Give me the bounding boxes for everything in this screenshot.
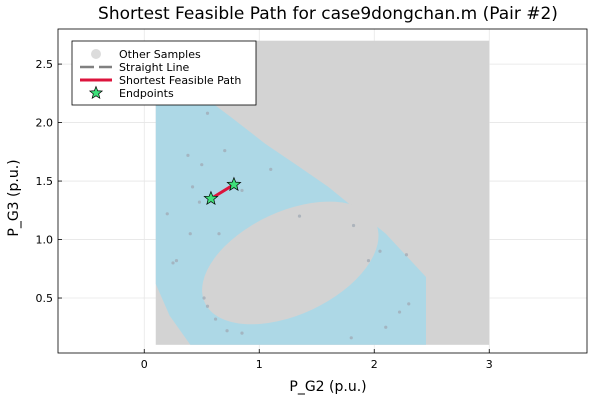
sample-point-26 <box>349 336 353 340</box>
legend-samples-marker <box>91 49 101 59</box>
sample-point-8 <box>240 188 244 193</box>
legend-box <box>71 40 257 106</box>
infeasible-ellipse <box>202 201 379 325</box>
sample-point-18 <box>240 331 244 335</box>
x-tick-label-3: 3 <box>486 358 493 371</box>
sample-point-19 <box>351 223 356 228</box>
sample-point-17 <box>225 329 229 333</box>
sample-point-22 <box>404 253 409 257</box>
y-tick-label-4: 2.5 <box>36 58 54 71</box>
endpoints-layer <box>203 176 242 206</box>
sample-point-3 <box>186 153 190 157</box>
sample-point-20 <box>366 258 371 263</box>
sample-point-9 <box>269 167 273 171</box>
endpoint-marker-1 <box>226 176 242 192</box>
legend: Other Samples Straight Line Shortest Fea… <box>71 40 257 106</box>
sample-point-7 <box>223 149 227 153</box>
plot-frame <box>57 28 588 354</box>
sample-point-4 <box>190 185 195 189</box>
x-tick-label-1: 1 <box>256 358 263 371</box>
sample-point-5 <box>200 163 204 167</box>
data-layer <box>155 40 490 345</box>
sample-point-14 <box>202 296 206 300</box>
endpoint-marker-0 <box>203 190 219 206</box>
y-tick-label-1: 1.0 <box>36 234 54 247</box>
chart-title: Shortest Feasible Path for case9dongchan… <box>98 4 558 24</box>
y-tick-label-0: 0.5 <box>36 292 54 305</box>
x-tick-label-0: 0 <box>141 358 148 371</box>
samples-layer <box>165 111 411 340</box>
sample-point-21 <box>378 249 382 253</box>
legend-samples-label: Other Samples <box>119 48 201 61</box>
sample-point-16 <box>213 317 218 321</box>
sample-point-25 <box>384 325 388 329</box>
y-tick-label-2: 1.5 <box>36 175 54 188</box>
sample-point-13 <box>174 258 179 263</box>
sample-point-6 <box>217 232 221 236</box>
sample-point-10 <box>297 214 302 218</box>
sample-point-11 <box>197 200 202 204</box>
y-axis-label: P_G3 (p.u.) <box>6 159 22 236</box>
legend-endpoints-marker <box>88 85 104 100</box>
legend-straight-line-label: Straight Line <box>119 61 190 74</box>
sample-point-0 <box>205 111 210 115</box>
sample-point-15 <box>205 304 210 308</box>
x-axis-label: P_G2 (p.u.) <box>289 379 366 395</box>
y-tick-label-3: 2.0 <box>36 117 54 130</box>
legend-endpoints-label: Endpoints <box>119 87 174 100</box>
legend-shortest-path-label: Shortest Feasible Path <box>119 74 241 87</box>
sample-point-2 <box>171 261 175 265</box>
sample-point-12 <box>188 232 192 236</box>
ticks-layer: 0 1 2 3 0.5 1.0 1.5 2.0 2.5 <box>36 58 493 371</box>
x-tick-label-2: 2 <box>371 358 378 371</box>
sample-point-24 <box>397 310 402 314</box>
sample-point-1 <box>165 212 169 216</box>
sample-point-23 <box>407 302 411 306</box>
